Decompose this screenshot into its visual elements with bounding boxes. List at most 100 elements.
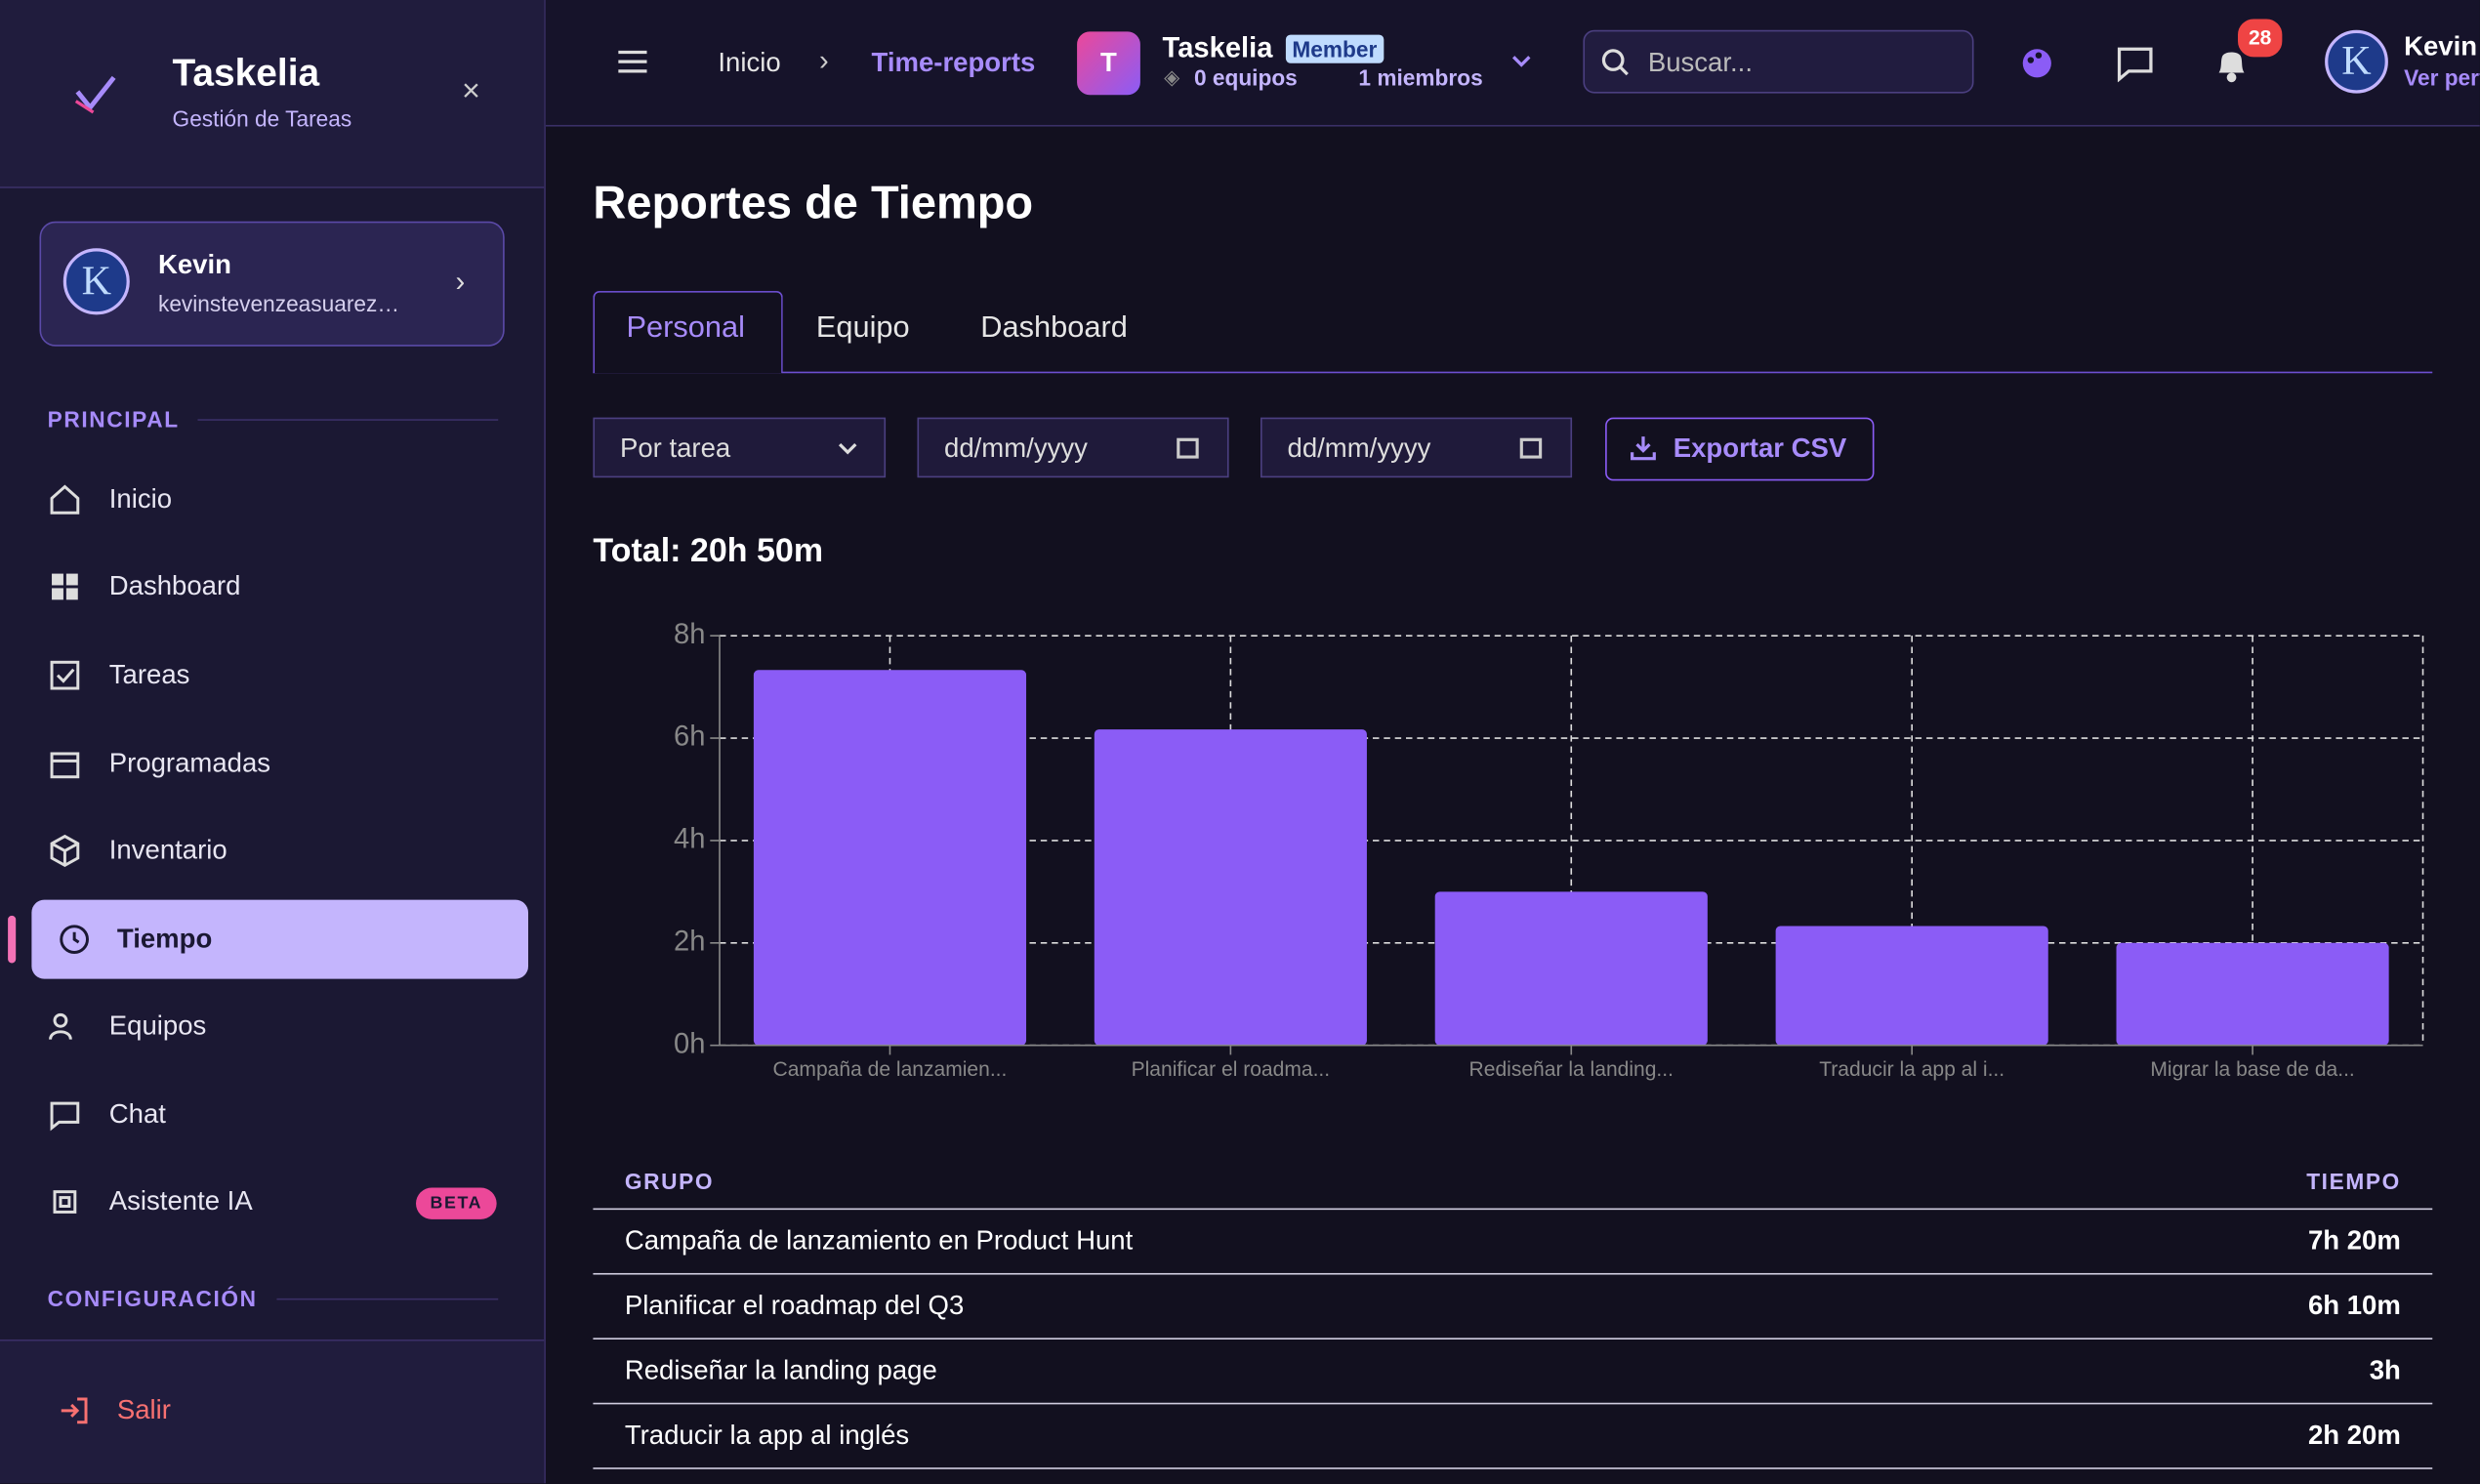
icon <box>52 573 78 600</box>
brand: Taskelia <box>172 52 320 96</box>
icon <box>50 660 80 690</box>
section-title: CONFIGURACIÓN <box>47 1285 258 1311</box>
bar <box>2116 942 2389 1046</box>
y-tick-label: 6h <box>674 721 705 753</box>
cell-group: Traducir la app al inglés <box>624 1420 910 1451</box>
user-name: Kevin <box>157 249 231 280</box>
nav-item[interactable]: Tareas <box>108 659 190 690</box>
divider <box>197 419 499 421</box>
x-tick-label: Migrar la base de da... <box>2150 1058 2354 1081</box>
user-name: Kevin <box>2404 31 2478 62</box>
team-name: Taskelia <box>1162 31 1273 63</box>
cell-group: Planificar el roadmap del Q3 <box>624 1290 965 1321</box>
cell-group: Campaña de lanzamiento en Product Hunt <box>624 1225 1134 1257</box>
export-button[interactable] <box>1605 417 1875 481</box>
active-tab <box>593 291 783 374</box>
date-to[interactable]: dd/mm/yyyy <box>1260 417 1573 478</box>
icon <box>50 752 80 779</box>
export-label: Exportar CSV <box>1673 433 1847 464</box>
divider <box>276 1298 499 1300</box>
nav-item[interactable]: Dashboard <box>108 570 241 601</box>
icon <box>53 1190 77 1214</box>
active-indicator <box>8 915 17 964</box>
nav-item[interactable]: Programadas <box>108 748 271 778</box>
theme-button[interactable] <box>2021 48 2052 79</box>
active-nav-bg <box>31 899 529 979</box>
bar <box>753 670 1027 1046</box>
icon <box>61 1397 88 1424</box>
x-tick-label: Rediseñar la landing... <box>1469 1058 1674 1081</box>
cell-time: 7h 20m <box>2307 1225 2401 1257</box>
cell-group: Rediseñar la landing page <box>624 1355 937 1385</box>
notifications-button[interactable] <box>2212 43 2251 84</box>
x-tick-label: Planificar el roadma... <box>1132 1058 1331 1081</box>
logout[interactable]: Salir <box>116 1394 171 1425</box>
tab[interactable]: Personal <box>626 311 745 346</box>
column-header: TIEMPO <box>2306 1168 2401 1194</box>
x-tick-label: Traducir la app al i... <box>1819 1058 2005 1081</box>
x-tick-label: Campaña de lanzamien... <box>773 1058 1008 1081</box>
topbar <box>545 0 2480 127</box>
table-row: Traducir la app al inglés 2h 20m <box>593 1404 2433 1469</box>
y-tick-label: 8h <box>674 619 705 650</box>
y-tick-label: 2h <box>674 927 705 958</box>
tab[interactable]: Dashboard <box>980 311 1128 346</box>
column-header: GRUPO <box>624 1168 715 1194</box>
nav-item[interactable]: Equipos <box>108 1010 207 1041</box>
bar <box>1434 891 1708 1046</box>
logo <box>74 75 116 114</box>
table-row: Rediseñar la landing page 3h <box>593 1340 2433 1405</box>
search-box[interactable] <box>1583 29 1974 94</box>
table-row: Campaña de lanzamiento en Product Hunt 7h… <box>593 1210 2433 1275</box>
date-placeholder: dd/mm/yyyy <box>1287 433 1431 464</box>
table-header: GRUPO TIEMPO <box>593 1153 2433 1211</box>
icon <box>60 925 89 955</box>
menu-button[interactable] <box>617 48 648 76</box>
search-icon <box>1601 49 1629 76</box>
nav-item[interactable]: Asistente IA <box>108 1185 253 1216</box>
avatar: K <box>62 248 130 315</box>
close-button[interactable]: × <box>461 74 480 109</box>
nav-item[interactable]: Inventario <box>108 835 227 866</box>
breadcrumb-separator: › <box>819 44 829 76</box>
nav-item[interactable]: Tiempo <box>116 923 213 954</box>
date-from[interactable]: dd/mm/yyyy <box>917 417 1229 478</box>
nav-item[interactable]: Inicio <box>108 483 173 515</box>
icon <box>50 1101 80 1132</box>
download-icon <box>1631 436 1656 461</box>
breadcrumb[interactable]: Inicio <box>718 47 781 78</box>
avatar[interactable]: K <box>2325 29 2388 94</box>
sidebar: Taskelia Gestión de Tareas × K Kevin kev… <box>0 0 546 1484</box>
brand-area <box>0 0 545 188</box>
icon <box>49 1012 72 1040</box>
team-count: 0 equipos <box>1193 64 1298 91</box>
select-value: Por tarea <box>619 433 731 464</box>
cell-time: 6h 10m <box>2307 1290 2401 1321</box>
icon <box>50 834 80 867</box>
group-select[interactable]: Por tarea <box>593 417 887 478</box>
total: Total: 20h 50m <box>593 532 824 570</box>
date-placeholder: dd/mm/yyyy <box>944 433 1088 464</box>
tab[interactable]: Equipo <box>815 311 910 346</box>
team-avatar: T <box>1077 31 1140 96</box>
table-row: Planificar el roadmap del Q3 6h 10m <box>593 1275 2433 1340</box>
icon <box>50 484 80 515</box>
chevron: › <box>455 266 466 298</box>
team-dropdown[interactable] <box>1510 54 1533 69</box>
y-tick-label: 4h <box>674 824 705 855</box>
tab-line <box>593 371 2433 374</box>
notification-count: 28 <box>2234 16 2286 61</box>
footer <box>0 1339 545 1484</box>
member-count: 1 miembros <box>1358 64 1483 91</box>
beta-badge: BETA <box>416 1187 497 1219</box>
user-email: kevinstevenzeasuarez… <box>157 291 400 316</box>
role-badge: Member <box>1285 34 1384 63</box>
search-placeholder: Buscar... <box>1647 47 1753 78</box>
profile-link[interactable]: Ver perfil <box>2404 64 2480 91</box>
section-title: PRINCIPAL <box>47 406 180 433</box>
messages-button[interactable] <box>2116 44 2154 83</box>
nav-item[interactable]: Chat <box>108 1098 166 1130</box>
